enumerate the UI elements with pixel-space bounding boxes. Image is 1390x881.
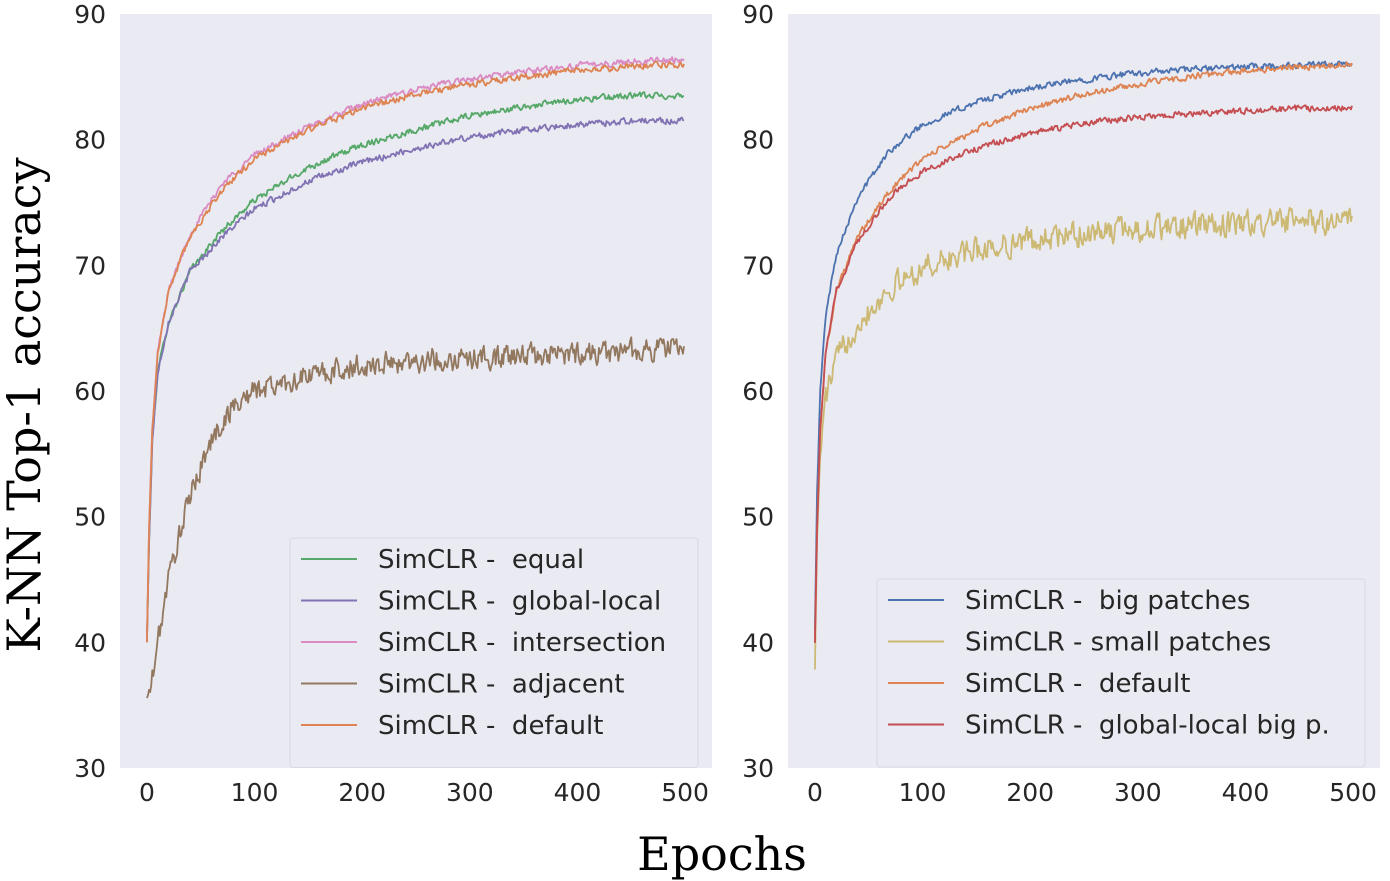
y-tick-label: 40 xyxy=(742,628,774,657)
legend-label: SimCLR - small patches xyxy=(965,628,1271,658)
y-tick-label: 90 xyxy=(74,0,106,29)
y-tick-label: 90 xyxy=(742,0,774,29)
legend-label: SimCLR - global-local big p. xyxy=(965,711,1330,741)
x-tick-label: 0 xyxy=(139,778,155,807)
legend-label: SimCLR - global-local xyxy=(378,587,661,617)
x-tick-label: 300 xyxy=(446,778,494,807)
x-tick-label: 500 xyxy=(1329,778,1377,807)
series-line xyxy=(146,116,685,643)
legend-label: SimCLR - equal xyxy=(378,545,584,575)
y-tick-label: 30 xyxy=(742,754,774,783)
series-line xyxy=(146,91,685,643)
series-line xyxy=(814,104,1353,643)
legend-label: SimCLR - big patches xyxy=(965,586,1250,616)
y-tick-label: 60 xyxy=(742,377,774,406)
legend-box xyxy=(876,578,1366,768)
series-line xyxy=(146,336,685,699)
x-tick-label: 200 xyxy=(338,778,386,807)
series-line xyxy=(814,60,1353,631)
y-tick-label: 60 xyxy=(74,377,106,406)
y-tick-label: 50 xyxy=(742,503,774,532)
x-tick-label: 100 xyxy=(899,778,947,807)
y-tick-label: 30 xyxy=(74,754,106,783)
x-tick-label: 500 xyxy=(661,778,709,807)
x-axis-label: Epochs xyxy=(637,827,807,881)
x-tick-label: 100 xyxy=(231,778,279,807)
series-line xyxy=(146,60,685,643)
y-tick-label: 80 xyxy=(74,126,106,155)
legend-label: SimCLR - default xyxy=(965,669,1190,699)
series-line xyxy=(814,61,1353,643)
y-axis-label: K-NN Top-1 accuracy xyxy=(0,157,51,652)
legend-label: SimCLR - intersection xyxy=(378,628,666,658)
series-line xyxy=(814,206,1353,670)
legend-box xyxy=(289,537,699,768)
x-tick-label: 400 xyxy=(1222,778,1270,807)
y-tick-label: 50 xyxy=(74,503,106,532)
y-tick-label: 80 xyxy=(742,126,774,155)
x-tick-label: 300 xyxy=(1114,778,1162,807)
x-tick-label: 0 xyxy=(807,778,823,807)
legend-label: SimCLR - adjacent xyxy=(378,670,625,700)
y-tick-label: 70 xyxy=(74,251,106,280)
left-panel: 30 40 50 60 70 80 90 0 100 200 300 400 500 SimCLR - e… xyxy=(74,0,712,807)
y-tick-label: 70 xyxy=(742,251,774,280)
x-tick-label: 400 xyxy=(554,778,602,807)
y-tick-label: 40 xyxy=(74,628,106,657)
right-panel: 30 40 50 60 70 80 90 0 100 200 300 400 500 SimCLR - b… xyxy=(742,0,1380,807)
legend-label: SimCLR - default xyxy=(378,711,603,741)
x-tick-label: 200 xyxy=(1006,778,1054,807)
